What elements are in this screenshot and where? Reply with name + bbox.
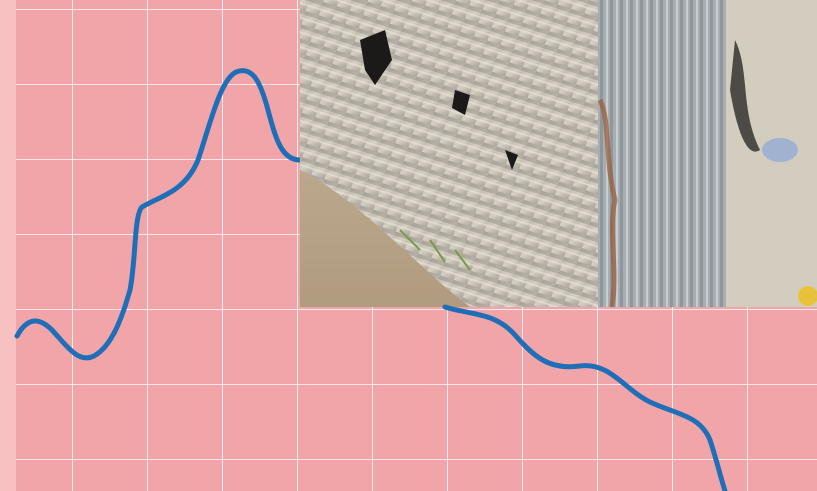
photo — [300, 0, 817, 308]
left-strip — [0, 0, 16, 491]
photo-stain — [730, 40, 760, 152]
photo-paint — [762, 138, 798, 162]
photo-yellow — [798, 286, 817, 306]
photo-hole — [452, 90, 470, 115]
photo-hole — [360, 30, 392, 85]
photo-grass — [399, 229, 471, 271]
photo-hole — [505, 150, 518, 170]
wave-line — [14, 68, 303, 361]
photo-rust — [597, 98, 618, 308]
wave-line — [442, 304, 728, 491]
photo-pole — [598, 0, 726, 307]
